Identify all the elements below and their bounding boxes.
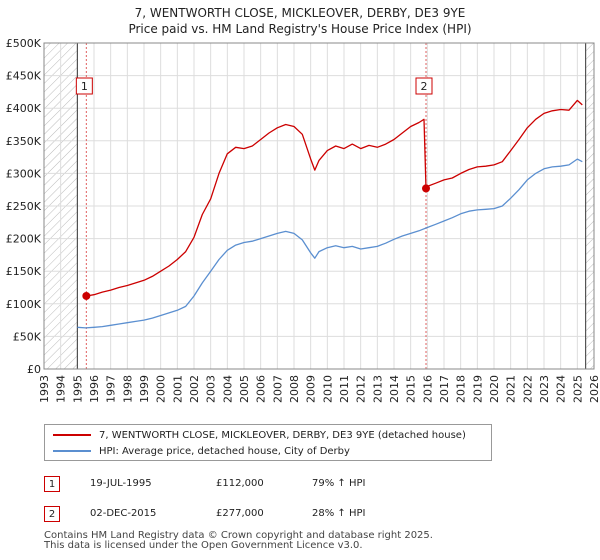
x-tick-label: 2022 xyxy=(521,375,534,403)
x-tick-label: 2026 xyxy=(588,375,600,403)
y-tick-label: £500K xyxy=(6,37,42,50)
x-tick-label: 2005 xyxy=(238,375,251,403)
x-tick-label: 2025 xyxy=(571,375,584,403)
annotation-box xyxy=(415,77,433,95)
series-line xyxy=(77,158,583,329)
transaction-date: 19-JUL-1995 xyxy=(90,478,152,489)
y-tick-label: £100K xyxy=(6,298,42,311)
transaction-badge: 1 xyxy=(44,476,60,492)
x-tick-label: 1994 xyxy=(55,375,68,403)
footer: Contains HM Land Registry data © Crown c… xyxy=(44,531,433,551)
x-tick-label: 2017 xyxy=(438,375,451,403)
x-tick-label: 2003 xyxy=(205,375,218,403)
x-tick-label: 2002 xyxy=(188,375,201,403)
y-tick-label: £450K xyxy=(6,70,42,83)
x-tick-label: 2015 xyxy=(405,375,418,403)
x-tick-label: 1997 xyxy=(105,375,118,403)
x-tick-label: 2019 xyxy=(471,375,484,403)
x-tick-label: 2011 xyxy=(338,375,351,403)
legend: 7, WENTWORTH CLOSE, MICKLEOVER, DERBY, D… xyxy=(44,424,492,461)
x-tick-label: 2010 xyxy=(321,375,334,403)
x-tick-label: 2024 xyxy=(555,375,568,403)
x-tick-label: 1998 xyxy=(121,375,134,403)
legend-item-hpi: HPI: Average price, detached house, City… xyxy=(53,443,350,459)
transaction-price: £112,000 xyxy=(216,478,264,489)
x-tick-label: 1993 xyxy=(38,375,51,403)
x-tick-label: 2012 xyxy=(355,375,368,403)
transaction-badge: 2 xyxy=(44,506,60,522)
price-chart: 7, WENTWORTH CLOSE, MICKLEOVER, DERBY, D… xyxy=(6,6,600,403)
x-tick-label: 2016 xyxy=(421,375,434,403)
annotation-label: 1 xyxy=(81,80,88,93)
transaction-row: 2 02-DEC-2015 £277,000 28% ↑ HPI xyxy=(44,506,564,524)
footer-copyright: Contains HM Land Registry data © Crown c… xyxy=(44,530,433,541)
annotation-label: 2 xyxy=(421,80,428,93)
x-tick-label: 2021 xyxy=(505,375,518,403)
legend-swatch-blue xyxy=(53,450,91,452)
x-tick-label: 2006 xyxy=(255,375,268,403)
x-tick-label: 2004 xyxy=(221,375,234,403)
footer-licence: This data is licensed under the Open Gov… xyxy=(44,540,363,551)
y-tick-label: £150K xyxy=(6,265,42,278)
chart-title: 7, WENTWORTH CLOSE, MICKLEOVER, DERBY, D… xyxy=(135,6,466,20)
y-tick-label: £350K xyxy=(6,135,42,148)
x-tick-label: 2014 xyxy=(388,375,401,403)
x-tick-label: 2000 xyxy=(155,375,168,403)
x-tick-label: 1999 xyxy=(138,375,151,403)
legend-swatch-red xyxy=(53,434,91,436)
legend-label-property: 7, WENTWORTH CLOSE, MICKLEOVER, DERBY, D… xyxy=(99,429,466,441)
transaction-hpi: 28% ↑ HPI xyxy=(312,508,366,519)
legend-item-property: 7, WENTWORTH CLOSE, MICKLEOVER, DERBY, D… xyxy=(53,427,466,443)
y-tick-label: £50K xyxy=(13,330,42,343)
chart-subtitle: Price paid vs. HM Land Registry's House … xyxy=(128,22,471,36)
x-tick-label: 2023 xyxy=(538,375,551,403)
x-tick-label: 2013 xyxy=(371,375,384,403)
x-tick-label: 2007 xyxy=(271,375,284,403)
y-tick-label: £200K xyxy=(6,233,42,246)
x-tick-label: 2008 xyxy=(288,375,301,403)
transaction-price: £277,000 xyxy=(216,508,264,519)
y-tick-label: £0 xyxy=(27,363,41,376)
x-tick-label: 2001 xyxy=(171,375,184,403)
x-tick-label: 1995 xyxy=(71,375,84,403)
legend-label-hpi: HPI: Average price, detached house, City… xyxy=(99,445,350,457)
x-tick-label: 2009 xyxy=(305,375,318,403)
transaction-date: 02-DEC-2015 xyxy=(90,508,157,519)
y-tick-label: £250K xyxy=(6,200,42,213)
x-tick-label: 2020 xyxy=(488,375,501,403)
sale-marker xyxy=(82,291,91,300)
y-tick-label: £400K xyxy=(6,102,42,115)
y-tick-label: £300K xyxy=(6,167,42,180)
series-line xyxy=(86,99,583,297)
x-tick-label: 1996 xyxy=(88,375,101,403)
transaction-row: 1 19-JUL-1995 £112,000 79% ↑ HPI xyxy=(44,476,564,494)
transaction-hpi: 79% ↑ HPI xyxy=(312,478,366,489)
plot-frame xyxy=(43,42,595,370)
sale-marker xyxy=(422,184,430,193)
annotation-box xyxy=(75,77,93,95)
x-tick-label: 2018 xyxy=(455,375,468,403)
